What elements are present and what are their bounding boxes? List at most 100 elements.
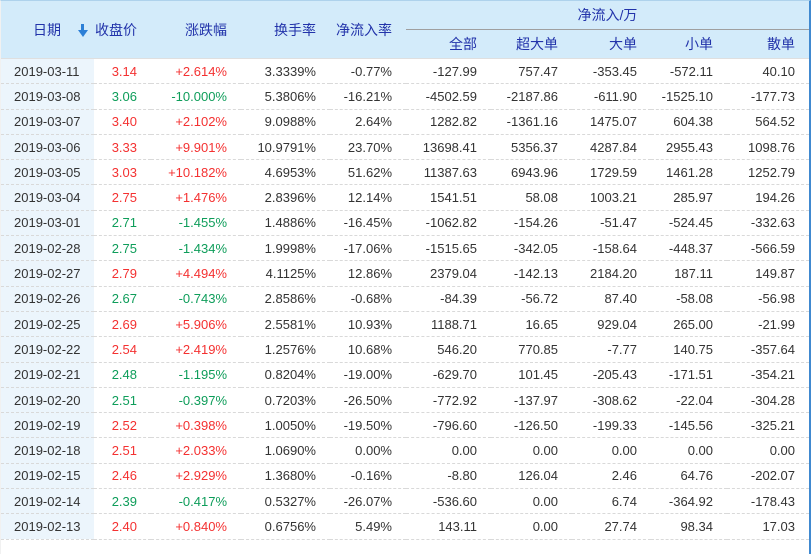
col-header-date[interactable]: 日期 <box>1 1 94 59</box>
cell-inflow-rate: -0.68% <box>330 286 406 312</box>
cell-turnover: 1.2576% <box>241 336 330 363</box>
col-header-close: 收盘价 <box>94 1 151 59</box>
table-row: 2019-02-13 2.40 +0.840% 0.6756% 5.49% 143.11 0… <box>1 513 809 540</box>
cell-flow-small: -364.92 <box>651 488 727 515</box>
table-row: 2019-02-22 2.54 +2.419% 1.2576% 10.68% 546.20… <box>1 336 809 363</box>
cell-flow-super-large: 16.65 <box>491 311 572 338</box>
cell-close: 2.46 <box>94 463 151 490</box>
cell-flow-small: -58.08 <box>651 286 727 312</box>
cell-flow-all: -1062.82 <box>406 210 491 237</box>
cell-date: 2019-02-26 <box>1 286 94 312</box>
cell-flow-retail: -332.63 <box>727 210 809 237</box>
cell-flow-super-large: -56.72 <box>491 286 572 312</box>
cell-close: 2.51 <box>94 437 151 464</box>
cell-flow-all: 1282.82 <box>406 109 491 135</box>
cell-date: 2019-03-04 <box>1 184 94 211</box>
cell-flow-large: 2184.20 <box>572 260 651 287</box>
cell-flow-super-large: -126.50 <box>491 412 572 439</box>
cell-flow-super-large: 0.00 <box>491 437 572 464</box>
col-header-flow-small: 小单 <box>651 29 727 59</box>
cell-close: 2.75 <box>94 235 151 262</box>
col-header-inflow-rate: 净流入率 <box>330 1 406 59</box>
cell-flow-super-large: -342.05 <box>491 235 572 262</box>
table-row: 2019-03-05 3.03 +10.182% 4.6953% 51.62% 11387… <box>1 159 809 186</box>
cell-flow-large: -51.47 <box>572 210 651 237</box>
cell-change: -0.417% <box>151 488 241 515</box>
col-header-flow-super-large: 超大单 <box>491 29 572 59</box>
table-row: 2019-03-04 2.75 +1.476% 2.8396% 12.14% 1541.5… <box>1 184 809 211</box>
cell-inflow-rate: -0.77% <box>330 58 406 85</box>
cell-flow-retail: 1252.79 <box>727 159 809 186</box>
cell-change: +2.929% <box>151 463 241 490</box>
cell-flow-all: 143.11 <box>406 513 491 540</box>
cell-inflow-rate: 10.68% <box>330 336 406 363</box>
cell-flow-all: 546.20 <box>406 336 491 363</box>
cell-turnover: 4.1125% <box>241 260 330 287</box>
cell-turnover: 10.9791% <box>241 134 330 161</box>
cell-flow-large: -7.77 <box>572 336 651 363</box>
cell-flow-super-large: 101.45 <box>491 362 572 388</box>
cell-flow-all: 1188.71 <box>406 311 491 338</box>
cell-flow-retail: 149.87 <box>727 260 809 287</box>
cell-inflow-rate: -17.06% <box>330 235 406 262</box>
cell-flow-super-large: 6943.96 <box>491 159 572 186</box>
table-row: 2019-02-25 2.69 +5.906% 2.5581% 10.93% 1188.7… <box>1 311 809 338</box>
cell-close: 2.48 <box>94 362 151 388</box>
table-row: 2019-02-26 2.67 -0.743% 2.8586% -0.68% -84.39… <box>1 286 809 312</box>
cell-flow-large: 4287.84 <box>572 134 651 161</box>
cell-turnover: 0.8204% <box>241 362 330 388</box>
cell-flow-small: -145.56 <box>651 412 727 439</box>
cell-turnover: 0.7203% <box>241 387 330 414</box>
cell-change: +9.901% <box>151 134 241 161</box>
cell-change: -1.195% <box>151 362 241 388</box>
table-row: 2019-03-01 2.71 -1.455% 1.4886% -16.45% -1062… <box>1 210 809 237</box>
cell-close: 2.52 <box>94 412 151 439</box>
cell-flow-retail: -325.21 <box>727 412 809 439</box>
col-header-turnover: 换手率 <box>241 1 330 59</box>
cell-flow-super-large: -154.26 <box>491 210 572 237</box>
cell-date: 2019-03-05 <box>1 159 94 186</box>
cell-flow-retail: 564.52 <box>727 109 809 135</box>
cell-close: 2.40 <box>94 513 151 540</box>
cell-flow-retail: -56.98 <box>727 286 809 312</box>
cell-flow-retail: 194.26 <box>727 184 809 211</box>
cell-flow-large: 6.74 <box>572 488 651 515</box>
cell-change: -10.000% <box>151 83 241 110</box>
cell-inflow-rate: -16.45% <box>330 210 406 237</box>
cell-flow-all: 11387.63 <box>406 159 491 186</box>
cell-flow-small: 604.38 <box>651 109 727 135</box>
cell-flow-large: 0.00 <box>572 437 651 464</box>
cell-turnover: 2.8586% <box>241 286 330 312</box>
cell-flow-super-large: 0.00 <box>491 488 572 515</box>
cell-inflow-rate: -0.16% <box>330 463 406 490</box>
sort-desc-icon[interactable] <box>78 23 88 37</box>
cell-date: 2019-03-06 <box>1 134 94 161</box>
cell-flow-retail: 17.03 <box>727 513 809 540</box>
cell-flow-small: 1461.28 <box>651 159 727 186</box>
cell-flow-small: -524.45 <box>651 210 727 237</box>
cell-turnover: 1.0690% <box>241 437 330 464</box>
cell-flow-all: -1515.65 <box>406 235 491 262</box>
cell-flow-all: 0.00 <box>406 437 491 464</box>
cell-flow-large: 27.74 <box>572 513 651 540</box>
cell-flow-all: -8.80 <box>406 463 491 490</box>
cell-change: +4.494% <box>151 260 241 287</box>
cell-flow-super-large: -137.97 <box>491 387 572 414</box>
cell-flow-retail: -357.64 <box>727 336 809 363</box>
cell-flow-small: 140.75 <box>651 336 727 363</box>
cell-inflow-rate: -26.07% <box>330 488 406 515</box>
cell-change: +2.033% <box>151 437 241 464</box>
table-row: 2019-02-15 2.46 +2.929% 1.3680% -0.16% -8.80 1… <box>1 463 809 490</box>
cell-change: +5.906% <box>151 311 241 338</box>
cell-date: 2019-02-21 <box>1 362 94 388</box>
cell-flow-small: -1525.10 <box>651 83 727 110</box>
cell-close: 3.14 <box>94 58 151 85</box>
cell-flow-super-large: 0.00 <box>491 513 572 540</box>
cell-flow-large: -199.33 <box>572 412 651 439</box>
cell-turnover: 1.4886% <box>241 210 330 237</box>
table-row: 2019-03-08 3.06 -10.000% 5.3806% -16.21% -450… <box>1 83 809 110</box>
cell-flow-all: 1541.51 <box>406 184 491 211</box>
cell-flow-small: 98.34 <box>651 513 727 540</box>
cell-inflow-rate: -16.21% <box>330 83 406 110</box>
